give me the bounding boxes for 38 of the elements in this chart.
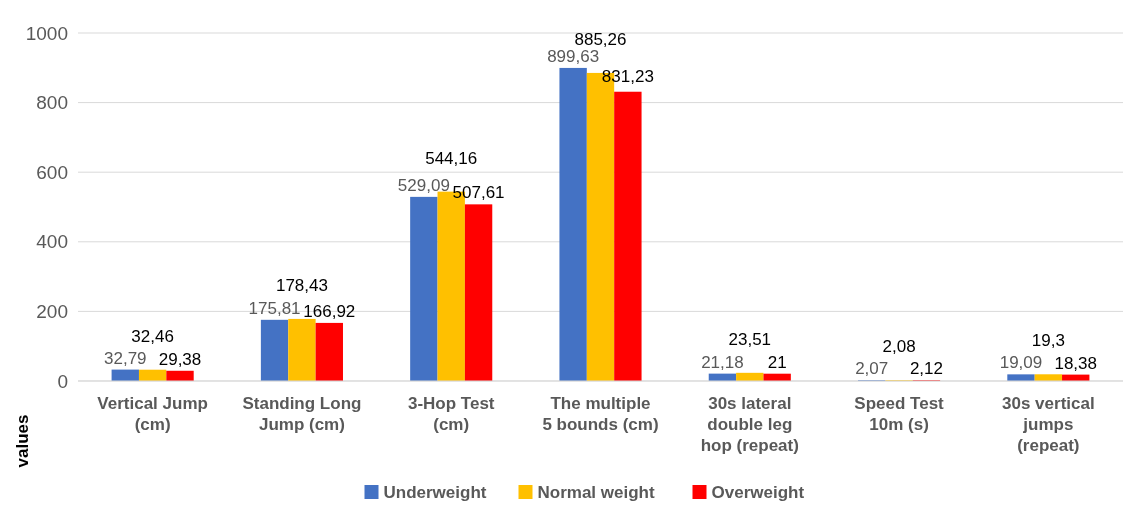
y-axis-title: values — [13, 414, 32, 468]
legend-label: Underweight — [383, 483, 487, 502]
y-tick-label: 800 — [36, 92, 68, 114]
data-label: 19,3 — [1031, 331, 1065, 351]
data-label: 2,08 — [882, 337, 916, 357]
data-label: 831,23 — [601, 66, 654, 86]
data-label: 32,46 — [131, 326, 174, 346]
y-tick-label: 0 — [57, 370, 68, 392]
data-label: 21,18 — [701, 352, 744, 372]
data-label: 166,92 — [303, 301, 356, 321]
data-label: 32,79 — [104, 348, 147, 368]
data-label: 507,61 — [452, 183, 505, 203]
x-tick-label: 3-Hop Test (cm) — [407, 394, 495, 434]
y-tick-label: 400 — [36, 231, 68, 253]
x-tick-label: Vertical Jump (cm) — [97, 394, 208, 434]
data-label: 529,09 — [397, 175, 450, 195]
legend-label: Normal weight — [537, 483, 655, 502]
y-tick-label: 200 — [36, 301, 68, 323]
y-tick-label: 1000 — [25, 22, 68, 44]
data-label: 899,63 — [547, 46, 600, 66]
x-tick-label: 30s vertical jumps (repeat) — [1002, 394, 1095, 455]
data-label: 21 — [767, 352, 787, 372]
data-label: 19,09 — [999, 353, 1043, 373]
y-tick-label: 600 — [36, 161, 68, 183]
data-label: 2,12 — [909, 359, 943, 379]
data-label: 885,26 — [574, 29, 627, 49]
x-tick-label: 30s lateral double leg hop (repeat) — [700, 394, 799, 455]
data-label: 544,16 — [425, 148, 478, 168]
data-label: 175,81 — [248, 298, 301, 318]
x-tick-label: Speed Test 10m (s) — [854, 394, 945, 434]
x-tick-label: The multiple 5 bounds (cm) — [542, 394, 659, 434]
data-label: 178,43 — [275, 275, 328, 295]
legend-label: Overweight — [711, 483, 805, 502]
x-tick-label: Standing Long Jump (cm) — [242, 394, 362, 434]
data-label: 18,38 — [1054, 353, 1097, 373]
data-label: 2,07 — [855, 359, 889, 379]
data-label: 23,51 — [728, 329, 772, 349]
data-label: 29,38 — [158, 349, 202, 369]
